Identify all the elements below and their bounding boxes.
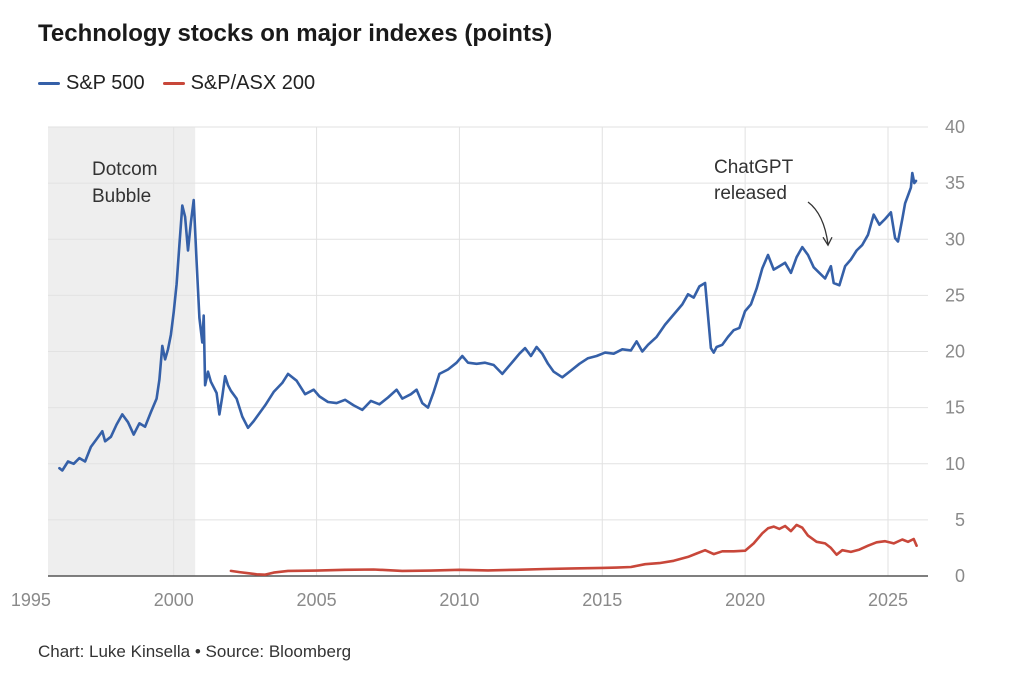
legend-label-asx200: S&P/ASX 200: [190, 72, 316, 94]
x-tick-label: 1995: [11, 590, 51, 610]
chatgpt-label-line1: ChatGPT: [714, 157, 794, 178]
y-tick-label: 35: [945, 173, 965, 193]
chatgpt-label-line2: released: [714, 183, 787, 204]
x-tick-label: 2005: [297, 590, 337, 610]
chatgpt-arrowhead: [822, 236, 833, 247]
legend-swatch-sp500: [38, 82, 60, 85]
chart-legend: S&P 500 S&P/ASX 200: [38, 72, 333, 95]
x-tick-label: 2000: [154, 590, 194, 610]
legend-item-asx200: S&P/ASX 200: [162, 72, 316, 95]
dotcom-label-line2: Bubble: [92, 186, 151, 207]
dotcom-label-line1: Dotcom: [92, 159, 157, 180]
series-line-sp500: [58, 171, 918, 472]
chart-title: Technology stocks on major indexes (poin…: [38, 20, 553, 47]
legend-label-sp500: S&P 500: [66, 72, 145, 94]
y-tick-label: 20: [945, 342, 965, 362]
y-tick-label: 10: [945, 454, 965, 474]
y-tick-label: 0: [955, 566, 965, 586]
legend-item-sp500: S&P 500: [38, 72, 145, 95]
x-tick-label: 2015: [582, 590, 622, 610]
legend-swatch-asx200: [162, 82, 185, 85]
y-tick-label: 40: [945, 117, 965, 137]
chart-source: Chart: Luke Kinsella • Source: Bloomberg: [38, 642, 352, 661]
y-tick-label: 15: [945, 398, 965, 418]
x-tick-label: 2010: [439, 590, 479, 610]
y-tick-label: 25: [945, 285, 965, 305]
series-line-asx200: [229, 523, 918, 576]
y-tick-label: 5: [955, 510, 965, 530]
x-tick-label: 2020: [725, 590, 765, 610]
y-tick-label: 30: [945, 229, 965, 249]
x-tick-label: 2025: [868, 590, 908, 610]
chatgpt-arrow: [807, 201, 829, 245]
